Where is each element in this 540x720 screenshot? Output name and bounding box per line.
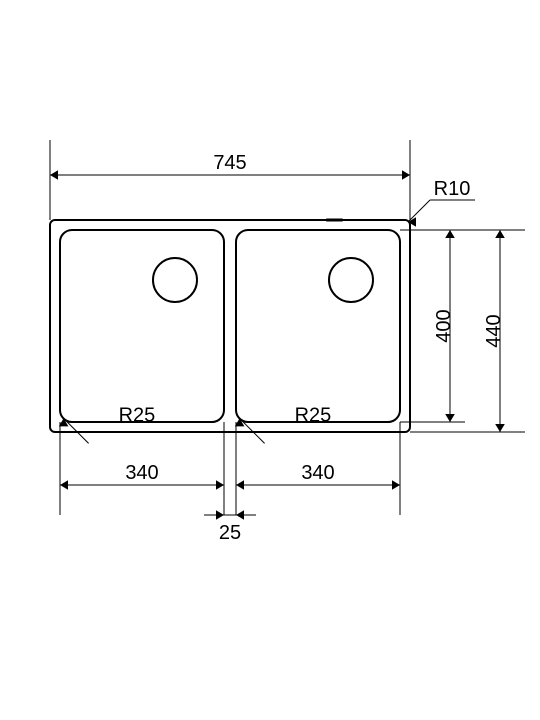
drain-right xyxy=(329,258,373,302)
r25-right-label: R25 xyxy=(295,404,332,426)
sink-diagram-svg: 745 R10 400 440 R25 R25 xyxy=(0,80,540,640)
bowl-left xyxy=(60,230,224,422)
gap-label: 25 xyxy=(219,522,241,544)
dim-label: 745 xyxy=(213,152,246,174)
dim-label: 340 xyxy=(125,462,158,484)
dim-label: 400 xyxy=(433,309,455,342)
r25-left-label: R25 xyxy=(119,404,156,426)
drain-left xyxy=(153,258,197,302)
dim-label: 440 xyxy=(483,314,505,347)
sink-technical-drawing: 745 R10 400 440 R25 R25 xyxy=(0,80,540,640)
outer-sink-rect xyxy=(50,220,410,432)
bowl-right xyxy=(236,230,400,422)
r10-label: R10 xyxy=(434,178,471,200)
dim-label: 340 xyxy=(301,462,334,484)
